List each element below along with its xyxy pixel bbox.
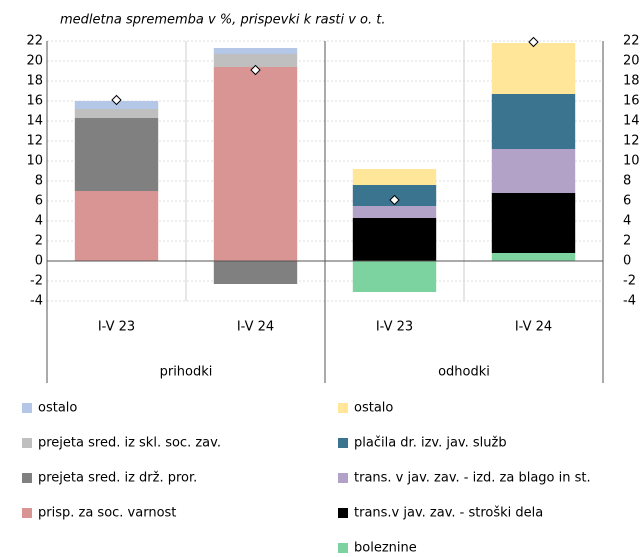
bar-segment <box>352 261 437 292</box>
y2-tick-label: 22 <box>623 34 640 49</box>
bar-segment <box>213 48 298 54</box>
y-tick-label: 0 <box>35 254 43 269</box>
y2-tick-label: 12 <box>623 134 640 149</box>
legend-label: prejeta sred. iz drž. pror. <box>38 471 197 486</box>
y2-tick-label: -2 <box>623 274 636 289</box>
bar-segment <box>491 253 576 261</box>
x-tick-label: I-V 24 <box>515 320 552 335</box>
y2-tick-label: 16 <box>623 94 640 109</box>
bar-segment <box>491 193 576 253</box>
legend-label: ostalo <box>38 401 77 416</box>
y2-tick-label: 14 <box>623 114 640 129</box>
y-tick-label: 10 <box>26 154 43 169</box>
y-tick-label: 4 <box>35 214 43 229</box>
legend-swatch <box>22 473 32 483</box>
y-tick-label: 2 <box>35 234 43 249</box>
y2-tick-label: 18 <box>623 74 640 89</box>
bar-segment <box>352 218 437 261</box>
legend-swatch <box>338 403 348 413</box>
y-tick-label: -2 <box>30 274 43 289</box>
legend-swatch <box>22 438 32 448</box>
y2-tick-label: -4 <box>623 294 636 309</box>
legend-swatch <box>338 438 348 448</box>
y2-tick-label: 20 <box>623 54 640 69</box>
bar-segment <box>74 118 159 191</box>
y-tick-label: 8 <box>35 174 43 189</box>
legend-swatch <box>22 508 32 518</box>
y2-tick-label: 10 <box>623 154 640 169</box>
legend-label: trans.v jav. zav. - stroški dela <box>354 506 543 521</box>
x-tick-label: I-V 23 <box>98 320 135 335</box>
legend-swatch <box>338 473 348 483</box>
y-tick-label: 16 <box>26 94 43 109</box>
y2-tick-label: 6 <box>623 194 631 209</box>
chart-subtitle: medletna sprememba v %, prispevki k rast… <box>60 13 386 28</box>
y-tick-label: -4 <box>30 294 43 309</box>
y-tick-label: 14 <box>26 114 43 129</box>
legend-label: boleznine <box>354 541 417 556</box>
legend-label: plačila dr. izv. jav. služb <box>354 436 507 451</box>
bar-segment <box>213 67 298 261</box>
bar-segment <box>491 43 576 94</box>
total-marker <box>250 64 261 76</box>
legend-swatch <box>338 543 348 553</box>
bar-segment <box>213 54 298 67</box>
bar-segment <box>491 94 576 149</box>
total-marker <box>528 36 539 48</box>
y-tick-label: 22 <box>26 34 43 49</box>
y2-tick-label: 4 <box>623 214 631 229</box>
legend-swatch <box>22 403 32 413</box>
bar-segment <box>491 149 576 193</box>
legend-label: prisp. za soc. varnost <box>38 506 176 521</box>
group-label: prihodki <box>160 365 213 380</box>
legend-label: ostalo <box>354 401 393 416</box>
y2-tick-label: 0 <box>623 254 631 269</box>
y2-tick-label: 2 <box>623 234 631 249</box>
legend-label: trans. v jav. zav. - izd. za blago in st… <box>354 471 591 486</box>
y-tick-label: 12 <box>26 134 43 149</box>
legend-label: prejeta sred. iz skl. soc. zav. <box>38 436 221 451</box>
total-marker <box>389 194 400 206</box>
legend-swatch <box>338 508 348 518</box>
y-tick-label: 6 <box>35 194 43 209</box>
x-tick-label: I-V 24 <box>237 320 274 335</box>
bar-segment <box>74 109 159 118</box>
bar-segment <box>352 206 437 218</box>
total-marker <box>111 94 122 106</box>
group-label: odhodki <box>438 365 490 380</box>
bar-segment <box>74 191 159 261</box>
bar-segment <box>352 169 437 185</box>
y-tick-label: 20 <box>26 54 43 69</box>
bar-segment <box>213 261 298 284</box>
y-tick-label: 18 <box>26 74 43 89</box>
y2-tick-label: 8 <box>623 174 631 189</box>
x-tick-label: I-V 23 <box>376 320 413 335</box>
